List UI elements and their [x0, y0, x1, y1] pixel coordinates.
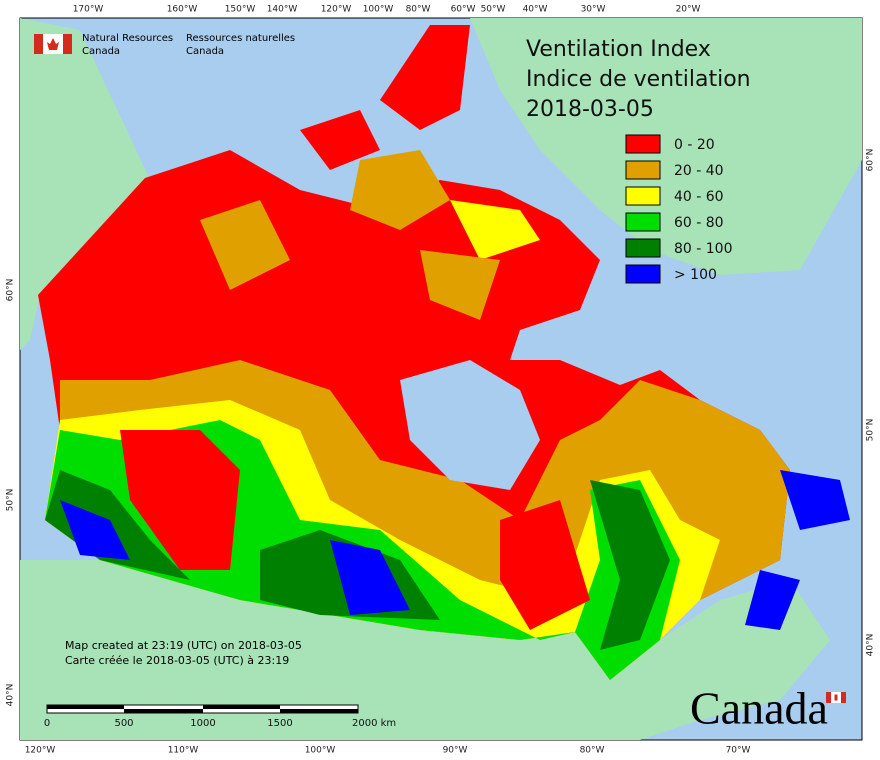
- graticule-label: 80°W: [406, 5, 431, 15]
- legend-swatch: [625, 212, 661, 232]
- flag-band: [34, 34, 43, 54]
- scale-segment: [203, 705, 280, 709]
- graticule-label: 40°W: [523, 5, 548, 15]
- scale-segment: [47, 705, 124, 709]
- wordmark: Canada: [690, 683, 828, 734]
- scale-label: 500: [114, 718, 133, 729]
- region: [420, 250, 500, 320]
- created-note: Map created at 23:19 (UTC) on 2018-03-05: [65, 639, 302, 652]
- graticule-label: 60°N: [866, 149, 876, 172]
- graticule-label: 20°W: [676, 5, 701, 15]
- agency-fr: Canada: [186, 46, 224, 57]
- wordmark-flag: [834, 694, 838, 701]
- map-title: Ventilation Index: [526, 37, 711, 62]
- band-red: [120, 430, 240, 570]
- graticule-label: 70°W: [726, 746, 751, 756]
- graticule-label: 50°W: [481, 5, 506, 15]
- legend-label: 40 - 60: [674, 189, 724, 205]
- arctic-island: [450, 200, 540, 260]
- graticule-label: 160°W: [167, 5, 198, 15]
- arctic-island: [380, 25, 470, 130]
- band-darkgreen: [590, 480, 670, 650]
- graticule-label: 100°W: [363, 5, 394, 15]
- legend-label: 0 - 20: [674, 137, 715, 153]
- band-blue: [780, 470, 850, 530]
- graticule-label: 140°W: [267, 5, 298, 15]
- flag-leaf: [47, 38, 59, 50]
- band-red: [500, 500, 590, 630]
- usa: [20, 560, 830, 740]
- graticule-label: 60°N: [6, 279, 16, 302]
- legend-label: > 100: [674, 267, 717, 283]
- graticule-label: 110°W: [168, 746, 199, 756]
- graticule-label: 100°W: [305, 746, 336, 756]
- scale-label: 0: [44, 718, 50, 729]
- band-blue: [60, 500, 130, 560]
- scale-label: 1500: [267, 718, 292, 729]
- graticule-label: 50°N: [6, 489, 16, 512]
- arctic-island: [350, 150, 450, 230]
- agency-en: Canada: [82, 46, 120, 57]
- region: [200, 200, 290, 290]
- scale-label: 2000 km: [352, 718, 396, 729]
- legend-label: 60 - 80: [674, 215, 724, 231]
- alaska: [20, 18, 150, 350]
- graticule-label: 50°N: [866, 419, 876, 442]
- hudson-bay: [400, 360, 540, 490]
- graticule-label: 30°W: [581, 5, 606, 15]
- agency-en: Natural Resources: [82, 33, 173, 44]
- graticule-label: 90°W: [443, 746, 468, 756]
- graticule-label: 120°W: [321, 5, 352, 15]
- legend-swatch: [625, 186, 661, 206]
- band-darkgreen: [45, 470, 190, 580]
- graticule-label: 120°W: [25, 746, 56, 756]
- legend-swatch: [625, 134, 661, 154]
- legend-swatch: [625, 238, 661, 258]
- graticule-label: 150°W: [225, 5, 256, 15]
- agency-fr: Ressources naturelles: [186, 33, 295, 44]
- graticule-label: 80°W: [580, 746, 605, 756]
- legend-label: 20 - 40: [674, 163, 724, 179]
- band-blue: [745, 570, 800, 630]
- created-note: Carte créée le 2018-03-05 (UTC) à 23:19: [65, 654, 289, 667]
- legend-label: 80 - 100: [674, 241, 733, 257]
- scale-segment: [124, 709, 203, 713]
- flag-band: [63, 34, 72, 54]
- legend-swatch: [625, 160, 661, 180]
- graticule-label: 40°N: [6, 684, 16, 707]
- graticule-label: 60°W: [451, 5, 476, 15]
- scale-segment: [280, 709, 358, 713]
- greenland: [470, 18, 862, 275]
- arctic-island: [300, 110, 380, 170]
- graticule-label: 170°W: [73, 5, 104, 15]
- map-title: 2018-03-05: [526, 97, 654, 122]
- band-blue: [330, 540, 410, 615]
- legend-swatch: [625, 264, 661, 284]
- graticule-label: 40°N: [866, 634, 876, 657]
- scale-label: 1000: [190, 718, 215, 729]
- map-title: Indice de ventilation: [526, 67, 751, 92]
